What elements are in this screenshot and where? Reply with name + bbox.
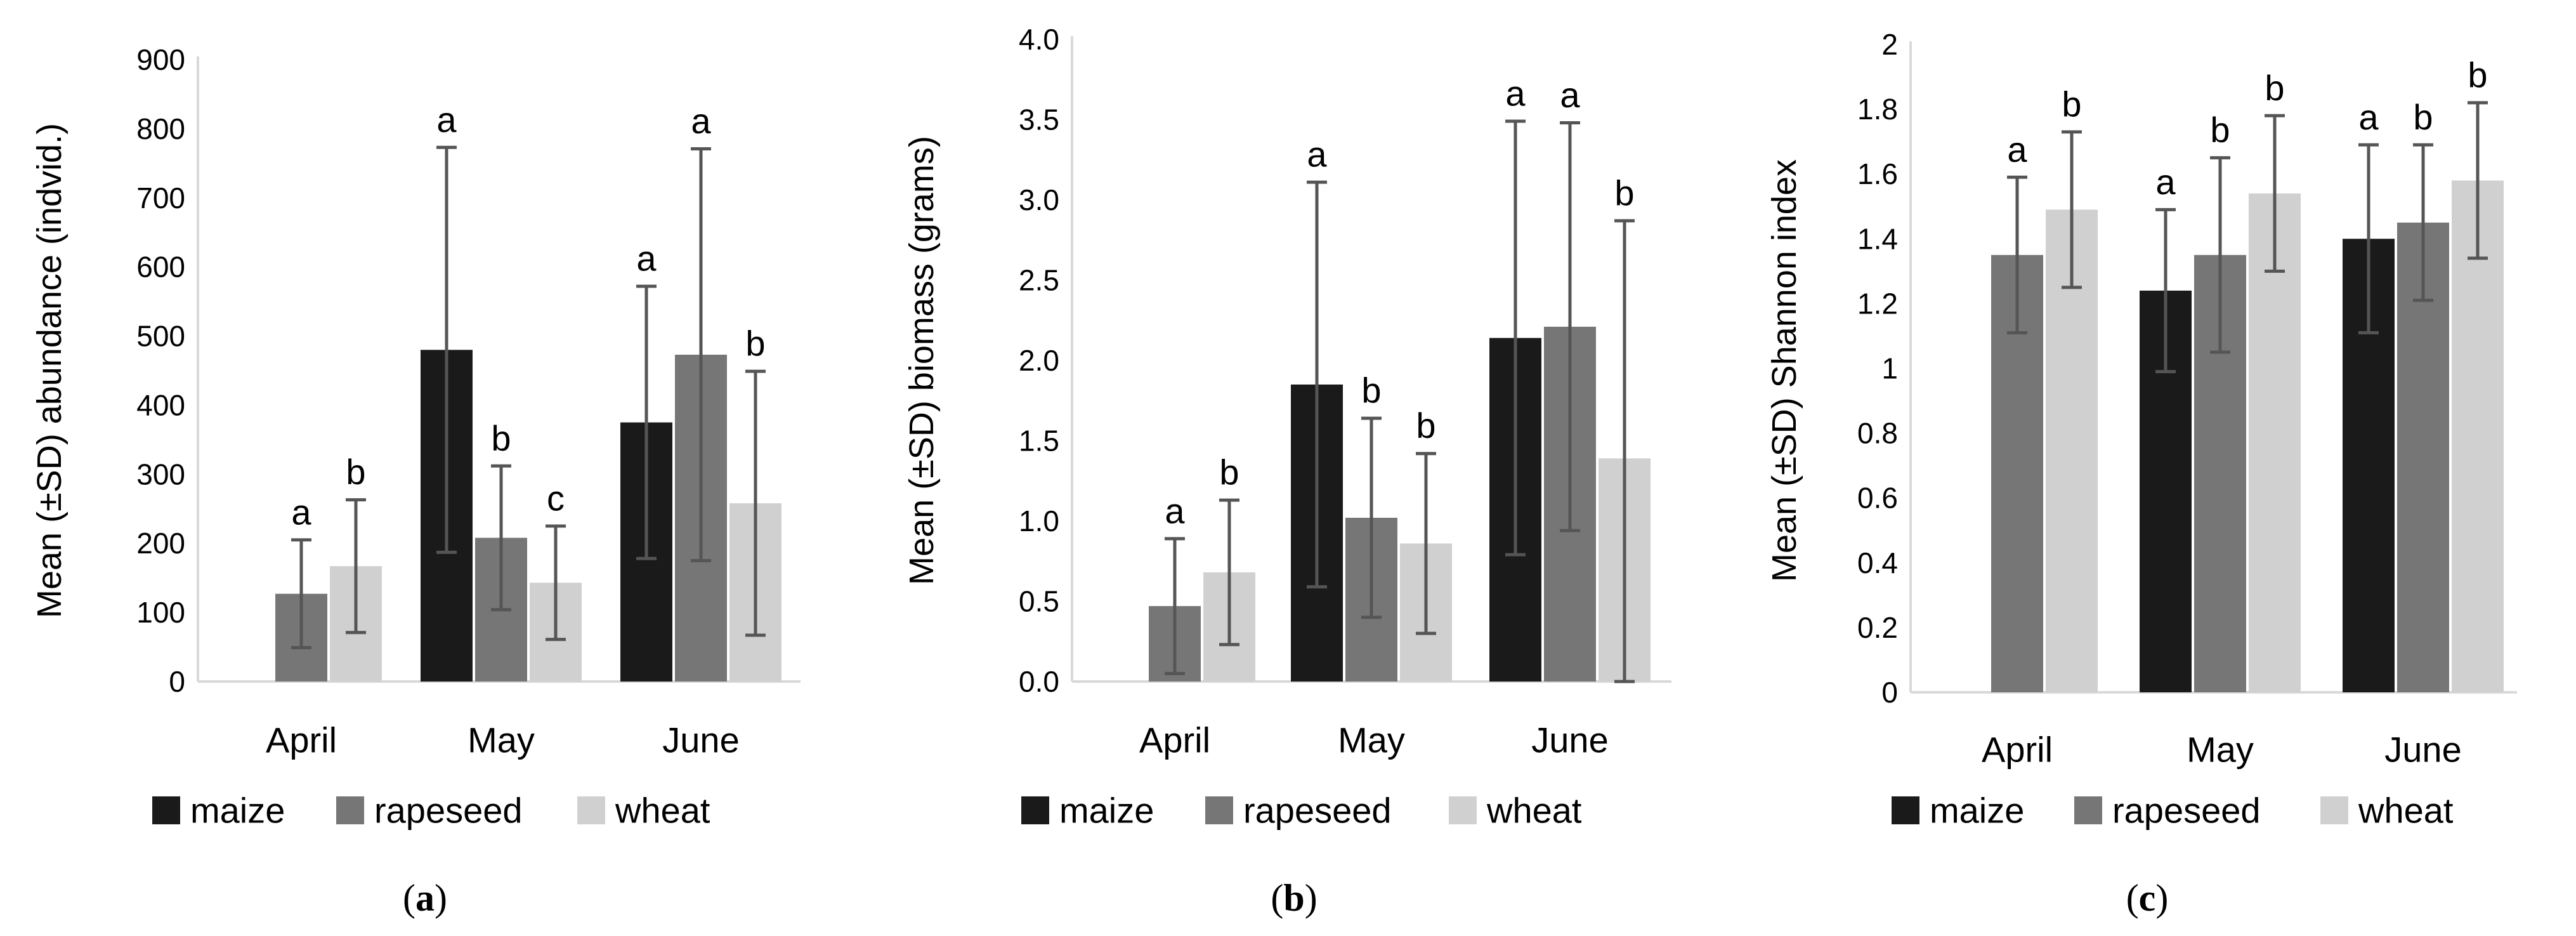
significance-letter: a [1560,75,1580,115]
legend-label-rapeseed: rapeseed [1243,791,1392,831]
y-tick-label: 2 [1881,28,1898,61]
significance-letter: b [745,324,765,364]
y-tick-label: 1.4 [1857,222,1898,255]
panel-caption: (b) [1271,877,1317,919]
significance-letter: b [1614,173,1634,213]
y-tick-label: 1 [1881,352,1898,385]
chart-panel-1: 0 100 200 300 400 500 600 700 800 900 Mean (±SD) a… [30,43,801,919]
significance-letter: b [2468,55,2487,95]
y-axis-label: Mean (±SD) Shannon index [1765,159,1803,582]
x-tick-label-april: April [266,720,337,760]
y-tick-label: 2.5 [1019,264,1059,297]
x-tick-label-may: May [1338,720,1405,760]
y-axis-label: Mean (±SD) biomass (grams) [903,136,941,585]
legend-swatch-maize [152,796,180,824]
y-tick-label: 400 [136,388,185,421]
legend-label-rapeseed: rapeseed [2112,791,2261,831]
y-tick-label: 1.0 [1019,504,1059,537]
x-tick-label-may: May [467,720,535,760]
x-tick-label-june: June [662,720,739,760]
x-tick-label-june: June [2384,730,2461,770]
y-tick-label: 900 [136,43,185,76]
y-tick-label: 0.5 [1019,585,1059,618]
x-tick-label-april: April [1982,730,2053,770]
y-tick-label: 0.2 [1857,611,1898,644]
legend-swatch-rapeseed [336,796,364,824]
significance-letter: b [2265,68,2284,108]
y-tick-label: 700 [136,181,185,214]
significance-letter: a [636,239,657,279]
y-tick-label: 1.6 [1857,157,1898,190]
y-tick-label: 1.2 [1857,287,1898,320]
legend-swatch-wheat [577,796,605,824]
legend-swatch-wheat [2320,796,2348,824]
panel-caption-letter: c [2139,877,2156,919]
x-tick-label-may: May [2187,730,2254,770]
chart-panel-2: 0.0 0.5 1.0 1.5 2.0 2.5 3.0 3.5 4.0 Mean (±SD) bi… [903,23,1671,919]
significance-letter: a [2358,97,2379,137]
panel-caption: (c) [2126,877,2169,919]
significance-letter: a [691,101,711,141]
y-tick-label: 200 [136,527,185,560]
y-tick-label: 100 [136,596,185,629]
significance-letter: b [491,418,511,458]
legend-swatch-rapeseed [2074,796,2102,824]
legend-label-wheat: wheat [615,791,710,831]
y-tick-label: 3.0 [1019,183,1059,216]
significance-letter: a [1505,74,1526,114]
significance-letter: b [346,452,365,492]
y-tick-label: 600 [136,251,185,284]
y-tick-label: 0.8 [1857,417,1898,450]
x-tick-label-june: June [1531,720,1608,760]
significance-letter: a [1165,491,1185,531]
y-tick-label: 1.5 [1019,425,1059,458]
significance-letter: a [1307,135,1327,175]
legend-label-maize: maize [1930,791,2024,831]
legend-label-wheat: wheat [2358,791,2454,831]
legend-swatch-wheat [1449,796,1477,824]
bar-wheat-april [2046,209,2098,693]
bar-wheat-may [2249,193,2301,693]
significance-letter: a [291,492,311,532]
y-tick-label: 2.0 [1019,344,1059,377]
significance-letter: c [547,478,565,518]
y-tick-label: 800 [136,112,185,145]
x-tick-label-april: April [1139,720,1210,760]
significance-letter: b [1416,405,1435,445]
bar-wheat-june [2452,180,2504,692]
significance-letter: b [2413,97,2433,137]
legend-swatch-maize [1892,796,1919,824]
significance-letter: a [2007,129,2027,169]
y-tick-label: 300 [136,458,185,491]
y-tick-label: 0.6 [1857,482,1898,515]
legend-label-maize: maize [1059,791,1154,831]
y-tick-label: 0 [1881,676,1898,709]
legend-swatch-rapeseed [1205,796,1233,824]
y-tick-label: 1.8 [1857,93,1898,126]
significance-letter: b [2210,110,2230,150]
panel-caption-letter: a [415,877,435,919]
significance-letter: b [1361,371,1381,411]
y-tick-label: 4.0 [1019,23,1059,56]
panel-caption-letter: b [1283,877,1304,919]
y-axis-label: Mean (±SD) abundance (indvid.) [30,123,69,618]
y-tick-label: 0.0 [1019,665,1059,698]
significance-letter: b [1219,452,1239,492]
legend-swatch-maize [1021,796,1049,824]
significance-letter: a [436,100,457,140]
legend-label-rapeseed: rapeseed [374,791,523,831]
y-tick-label: 0 [169,665,185,698]
significance-letter: b [2062,84,2081,124]
legend-label-wheat: wheat [1486,791,1582,831]
y-tick-label: 3.5 [1019,103,1059,136]
panel-caption: (a) [403,877,447,919]
significance-letter: a [2155,162,2176,202]
y-tick-label: 500 [136,320,185,353]
chart-panel-3: 0 0.2 0.4 0.6 0.8 1 1.2 1.4 1.6 1.8 2 Mean (±SD) Sh… [1765,28,2517,919]
legend-label-maize: maize [190,791,285,831]
y-tick-label: 0.4 [1857,546,1898,579]
